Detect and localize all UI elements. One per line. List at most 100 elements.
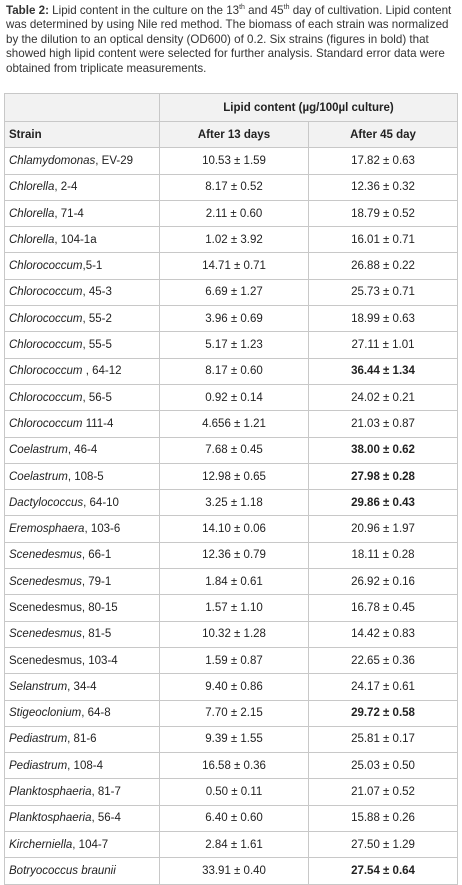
strain-genus: Chlorella [9,207,55,220]
caption-superscript: th [283,4,290,12]
table-row: Chlorococcum , 64-12 8.17 ± 0.60 36.44 ± 1… [4,357,458,385]
lipid-content-table: Lipid content (µg/100µl culture) Strain … [4,93,458,885]
strain-code: , EV-29 [95,154,134,167]
value-after-13-days: 6.69 ± 1.27 [159,278,309,307]
strain-cell: Scenedesmus, 81-5 [4,620,160,648]
table-row: Selanstrum, 34-4 9.40 ± 0.86 24.17 ± 0.61 [4,673,458,701]
value-after-45-day: 15.88 ± 0.26 [308,804,458,833]
strain-cell: Scenedesmus, 79-1 [4,568,160,596]
table-row: Scenedesmus, 66-1 12.36 ± 0.79 18.11 ± 0.2… [4,541,458,570]
strain-code: , 81-7 [91,786,121,799]
strain-genus: Stigeoclonium [9,707,82,720]
value-after-13-days: 7.68 ± 0.45 [159,436,309,464]
strain-code: , 34-4 [67,680,97,693]
strain-genus: Chlorococcum [9,417,83,430]
value-after-45-day: 27.11 ± 1.01 [308,331,458,359]
strain-genus: Chlorella [9,233,55,246]
table-column-header-row: Strain After 13 days After 45 day [4,120,458,149]
table-row: Pediastrum, 108-4 16.58 ± 0.36 25.03 ± 0.5… [4,752,458,780]
value-after-13-days: 12.98 ± 0.65 [159,462,309,491]
strain-cell: Dactylococcus, 64-10 [4,489,160,517]
caption-text: and 45 [244,4,284,17]
strain-cell: Chlorella, 2-4 [4,173,160,201]
table-body: Chlamydomonas, EV-29 10.53 ± 1.59 17.82 ± … [4,147,458,885]
table-row: Scenedesmus, 81-5 10.32 ± 1.28 14.42 ± 0.8… [4,620,458,648]
strain-code: , 103-4 [81,654,118,667]
table-header-blank-cell [4,93,160,122]
strain-code: , 55-2 [82,312,112,325]
value-after-45-day: 25.81 ± 0.17 [308,725,458,754]
value-after-13-days: 2.84 ± 1.61 [159,831,309,859]
strain-code: , 108-4 [67,759,103,772]
strain-cell: Chlamydomonas, EV-29 [4,147,160,175]
value-after-45-day: 14.42 ± 0.83 [308,620,458,648]
value-after-13-days: 12.36 ± 0.79 [159,541,309,570]
strain-code: , 81-5 [81,628,112,641]
strain-cell: Kircherniella, 104-7 [4,831,160,859]
strain-genus: Planktosphaeria [9,812,92,825]
strain-genus: Chlamydomonas [9,154,96,167]
strain-code: , 45-3 [82,286,112,299]
table-row: Chlorella, 71-4 2.11 ± 0.60 18.79 ± 0.52 [4,199,458,228]
strain-genus: Dactylococcus [9,496,84,509]
table-row: Chlorella, 104-1a 1.02 ± 3.92 16.01 ± 0.71 [4,226,458,254]
value-after-13-days: 1.84 ± 0.61 [159,568,309,596]
caption-superscript: th [239,4,245,12]
value-after-13-days: 1.59 ± 0.87 [159,646,309,675]
value-after-45-day: 24.17 ± 0.61 [308,673,458,701]
value-after-45-day: 29.86 ± 0.43 [308,489,458,517]
table-row: Chlorococcum 111-4 4.656 ± 1.21 21.03 ± 0.… [4,410,458,438]
strain-cell: Chlorococcum,5-1 [4,252,160,280]
strain-code: 111-4 [82,417,114,430]
value-after-13-days: 8.17 ± 0.60 [159,357,309,385]
strain-code: , 64-12 [82,365,122,378]
value-after-13-days: 10.53 ± 1.59 [159,147,309,175]
strain-genus: Chlorococcum [9,339,83,352]
value-after-45-day: 21.03 ± 0.87 [308,410,458,438]
value-after-45-day: 29.72 ± 0.58 [308,699,458,727]
strain-genus: Pediastrum [9,759,68,772]
strain-cell: Coelastrum, 46-4 [4,436,160,464]
strain-code: , 66-1 [81,549,112,562]
table-row: Scenedesmus, 80-15 1.57 ± 1.10 16.78 ± 0.4… [4,594,458,622]
value-after-45-day: 20.96 ± 1.97 [308,515,458,543]
value-after-45-day: 26.88 ± 0.22 [308,252,458,280]
value-after-13-days: 1.02 ± 3.92 [159,226,309,254]
value-after-45-day: 27.54 ± 0.64 [308,857,458,885]
value-after-13-days: 3.96 ± 0.69 [159,305,309,333]
value-after-13-days: 4.656 ± 1.21 [159,410,309,438]
strain-cell: Chlorococcum 111-4 [4,410,160,438]
strain-genus: Chlorococcum [9,260,83,273]
value-after-13-days: 14.10 ± 0.06 [159,515,309,543]
value-after-45-day: 16.78 ± 0.45 [308,594,458,622]
strain-code: ,5-1 [82,260,103,273]
strain-genus: Planktosphaeria [9,786,92,799]
strain-genus: Kircherniella [9,838,73,851]
table-row: Coelastrum, 108-5 12.98 ± 0.65 27.98 ± 0.2… [4,462,458,491]
table-row: Chlorococcum, 56-5 0.92 ± 0.14 24.02 ± 0.2… [4,383,458,412]
value-after-45-day: 27.98 ± 0.28 [308,462,458,491]
value-after-45-day: 24.02 ± 0.21 [308,383,458,412]
strain-cell: Chlorococcum, 55-2 [4,305,160,333]
strain-genus: Chlorococcum [9,391,83,404]
strain-cell: Stigeoclonium, 64-8 [4,699,160,727]
table-row: Planktosphaeria, 81-7 0.50 ± 0.11 21.07 ± … [4,778,458,806]
strain-code: , 104-1a [54,233,97,246]
table-row: Pediastrum, 81-6 9.39 ± 1.55 25.81 ± 0.17 [4,725,458,754]
strain-cell: Chlorella, 104-1a [4,226,160,254]
strain-genus: Scenedesmus [9,628,82,641]
strain-genus: Coelastrum [9,444,68,457]
table-row: Chlorella, 2-4 8.17 ± 0.52 12.36 ± 0.32 [4,173,458,201]
table-row: Chlamydomonas, EV-29 10.53 ± 1.59 17.82 ± … [4,147,458,175]
value-after-13-days: 9.39 ± 1.55 [159,725,309,754]
strain-cell: Chlorococcum, 56-5 [4,383,160,412]
strain-code: , 108-5 [67,470,104,483]
strain-cell: Chlorococcum , 64-12 [4,357,160,385]
value-after-45-day: 36.44 ± 1.34 [308,357,458,385]
strain-code: , 81-6 [67,733,97,746]
value-after-13-days: 3.25 ± 1.18 [159,489,309,517]
value-after-45-day: 26.92 ± 0.16 [308,568,458,596]
strain-genus: Scenedesmus [9,654,82,667]
value-after-13-days: 0.50 ± 0.11 [159,778,309,806]
value-after-45-day: 18.79 ± 0.52 [308,199,458,228]
